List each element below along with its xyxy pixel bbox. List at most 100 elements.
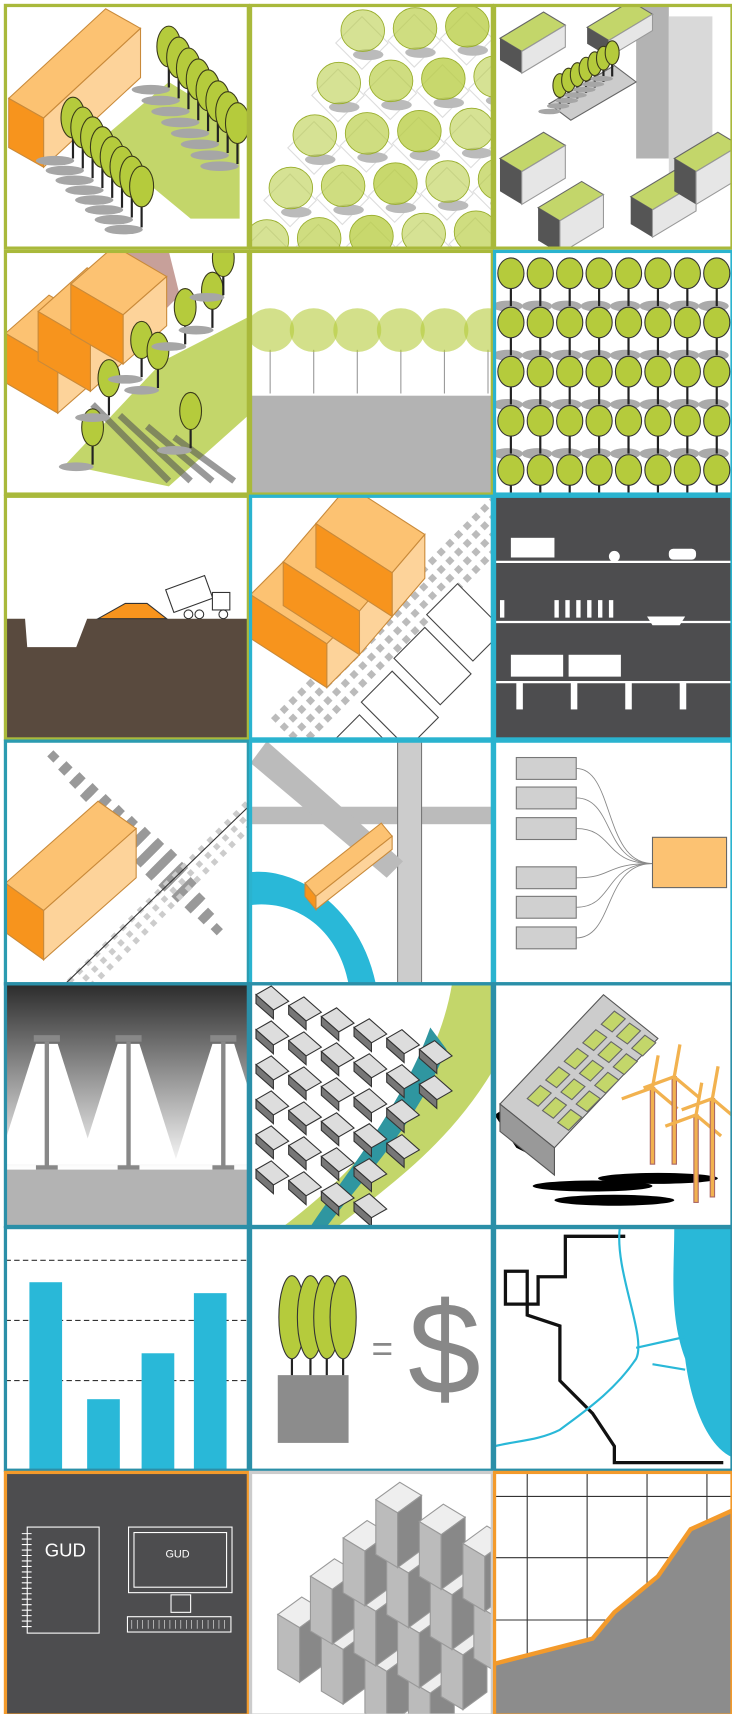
ground — [250, 395, 493, 495]
tree-canopy — [585, 306, 613, 339]
paver — [462, 556, 472, 566]
person — [576, 600, 581, 618]
tile-border — [248, 494, 494, 741]
tree-canopy — [526, 257, 554, 290]
tree-canopy — [464, 308, 493, 352]
lamp-base — [117, 1165, 140, 1170]
bike — [608, 550, 620, 562]
shape — [386, 1072, 405, 1099]
plot — [425, 582, 493, 662]
paver — [204, 851, 212, 860]
tree-shadow-line — [117, 412, 193, 484]
tile — [277, 1275, 357, 1443]
box-side — [282, 560, 361, 656]
pillar — [516, 682, 523, 710]
tile — [515, 756, 728, 950]
lamp-base — [212, 1165, 235, 1170]
tree-canopy — [703, 404, 731, 437]
bar-icon — [193, 1293, 227, 1471]
light-cone — [174, 1043, 249, 1165]
tree-canopy — [644, 306, 672, 339]
tile-border — [3, 1225, 250, 1472]
shape — [473, 1602, 493, 1671]
shape — [560, 1078, 586, 1101]
tree-canopy — [224, 102, 249, 145]
lake — [673, 1227, 732, 1458]
tree-shadow — [433, 97, 465, 109]
paver — [375, 661, 385, 671]
tree-canopy — [250, 219, 290, 249]
tile — [494, 993, 732, 1206]
tree-canopy — [296, 217, 342, 249]
tree-canopy — [673, 355, 701, 388]
wheel — [194, 609, 205, 620]
shape — [386, 1142, 405, 1169]
tree-shadow — [333, 204, 364, 216]
tree-canopy — [420, 308, 469, 352]
shape — [499, 158, 522, 205]
block — [515, 786, 577, 810]
tree-shadow — [156, 445, 192, 455]
shape — [600, 1010, 627, 1033]
shape — [320, 1155, 340, 1182]
stand — [170, 1594, 192, 1613]
person — [565, 600, 570, 618]
tree-canopy — [614, 257, 643, 290]
shape — [353, 1131, 372, 1158]
block — [515, 817, 577, 841]
tree-canopy — [497, 306, 525, 339]
tile — [494, 1227, 732, 1465]
block — [515, 895, 577, 919]
turbine-blade — [695, 1113, 723, 1138]
tree-canopy — [703, 257, 731, 290]
tree-canopy — [703, 355, 731, 388]
tree-shadow — [437, 200, 469, 211]
tree-shadow — [564, 92, 587, 98]
shape — [320, 1085, 340, 1112]
shadow — [598, 1172, 718, 1184]
tree-shadow — [409, 149, 441, 161]
paver — [419, 617, 429, 627]
paver — [358, 661, 368, 671]
box-side — [8, 97, 45, 169]
hub — [651, 836, 728, 889]
shape — [556, 1108, 583, 1131]
tree-canopy — [373, 162, 418, 205]
paver — [427, 573, 438, 583]
tree-shadow — [58, 462, 94, 472]
truck-bed — [164, 574, 214, 614]
shape — [288, 1004, 307, 1031]
tile — [250, 741, 493, 984]
shape — [581, 1029, 608, 1052]
truck — [510, 537, 555, 558]
tree-shadow — [141, 95, 180, 106]
tree-shadow — [281, 206, 312, 218]
box-side — [304, 881, 317, 911]
tile — [250, 496, 493, 739]
shape — [288, 1039, 307, 1066]
paver — [210, 922, 223, 936]
shape — [673, 131, 732, 173]
paver — [401, 617, 411, 627]
shape — [288, 1144, 307, 1171]
tree-canopy — [673, 404, 701, 437]
shape — [593, 1071, 620, 1094]
tile — [5, 750, 249, 984]
tree-shadow — [381, 99, 412, 111]
link — [576, 768, 653, 864]
lamp-head — [210, 1035, 237, 1042]
tree-canopy — [333, 308, 382, 352]
shape — [353, 1166, 372, 1193]
paver — [305, 678, 316, 688]
plot — [393, 626, 472, 706]
paver — [462, 573, 472, 583]
tree-shadow — [573, 86, 596, 93]
block — [515, 926, 577, 950]
tree-shadow — [94, 214, 134, 225]
tree-shadow — [546, 103, 570, 109]
tile — [5, 251, 249, 487]
paver — [305, 696, 316, 706]
turbine-tower — [671, 1076, 677, 1165]
tile-border — [3, 494, 250, 741]
tree-canopy — [644, 355, 672, 388]
